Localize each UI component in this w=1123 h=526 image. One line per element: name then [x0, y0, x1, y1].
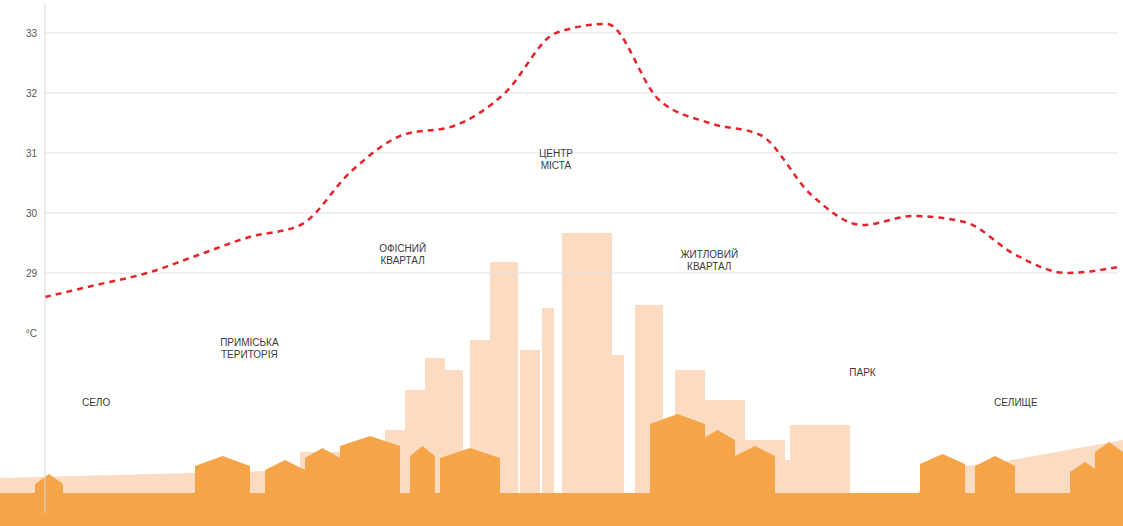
- svg-text:ЦЕНТР: ЦЕНТР: [539, 148, 573, 159]
- svg-text:СЕЛИЩЕ: СЕЛИЩЕ: [994, 397, 1038, 408]
- svg-text:ОФІСНИЙ: ОФІСНИЙ: [379, 242, 426, 254]
- svg-text:ПРИМІСЬКА: ПРИМІСЬКА: [220, 337, 279, 348]
- svg-text:33: 33: [26, 28, 38, 39]
- svg-text:КВАРТАЛ: КВАРТАЛ: [381, 255, 425, 266]
- svg-text:МІСТА: МІСТА: [541, 160, 572, 171]
- svg-text:ПАРК: ПАРК: [849, 367, 876, 378]
- svg-text:32: 32: [26, 88, 38, 99]
- svg-text:30: 30: [26, 208, 38, 219]
- svg-text:31: 31: [26, 148, 38, 159]
- svg-text:°C: °C: [26, 328, 37, 339]
- svg-text:29: 29: [26, 268, 38, 279]
- svg-text:ТЕРИТОРІЯ: ТЕРИТОРІЯ: [221, 349, 278, 360]
- svg-text:СЕЛО: СЕЛО: [82, 397, 110, 408]
- svg-text:КВАРТАЛ: КВАРТАЛ: [687, 261, 731, 272]
- svg-text:ЖИТЛОВИЙ: ЖИТЛОВИЙ: [680, 248, 738, 260]
